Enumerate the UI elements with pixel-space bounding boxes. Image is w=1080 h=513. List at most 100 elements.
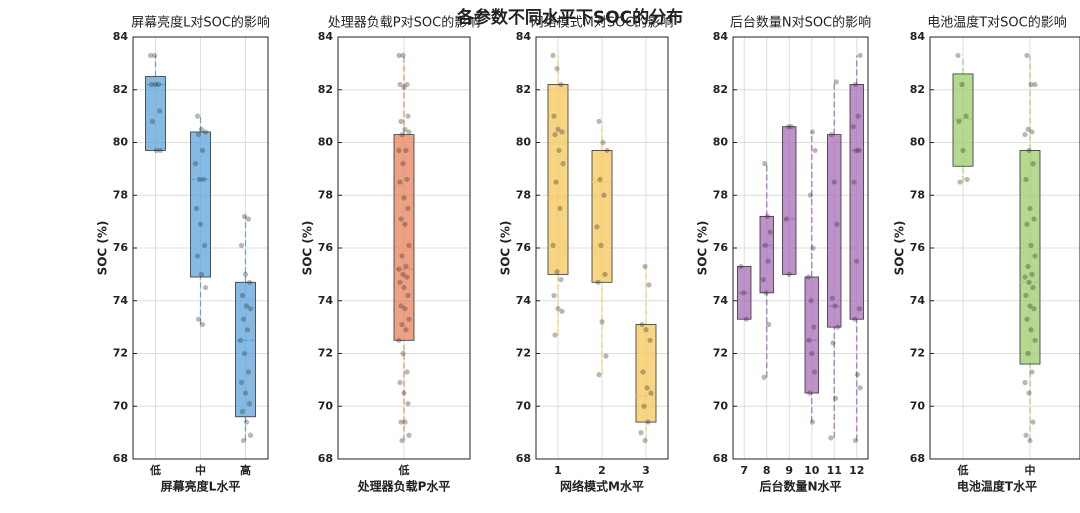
data-point [397,81,403,88]
axes-frame [732,36,869,460]
y-tick-label: 76 [910,241,926,254]
data-point [239,408,246,415]
data-point [242,390,249,396]
x-tick-label: 2 [598,464,606,477]
data-point [151,52,158,59]
data-point [959,81,965,88]
box [190,131,211,278]
data-point [1024,52,1030,59]
data-point [1028,327,1034,333]
data-point [396,52,402,59]
data-point [1030,161,1036,167]
data-point [246,279,253,285]
data-point [241,350,248,357]
data-point [766,321,772,328]
y-tick-label: 70 [713,399,729,412]
y-tick-label: 68 [910,452,925,465]
y-tick-label: 78 [713,188,728,201]
data-point [644,385,650,391]
data-point [402,126,408,132]
x-axis-label: 处理器负载P水平 [357,479,451,494]
data-point [852,81,859,88]
subplot-title: 屏幕亮度L对SOC的影响 [131,15,270,31]
data-point [550,52,556,59]
data-point [1024,221,1030,227]
data-point [596,372,602,378]
y-tick-label: 68 [713,452,728,465]
data-point [596,118,602,124]
data-point [809,129,816,135]
data-point [194,113,201,119]
data-point [1029,369,1035,375]
data-point [1022,131,1028,138]
y-tick-label: 80 [713,136,729,149]
data-point [155,81,162,88]
data-point [400,52,406,59]
data-point [1022,379,1028,386]
data-point [551,113,557,119]
figure-title: 各参数不同水平下SOC的分布 [456,7,683,28]
x-axis-label: 网络模式M水平 [560,479,644,494]
box [591,150,613,283]
data-point [399,437,405,444]
data-point [199,321,206,328]
data-point [963,113,969,119]
data-point [1029,271,1035,277]
x-axis-label: 屏幕亮度L水平 [160,479,241,494]
data-point [401,284,407,291]
data-point [399,253,405,259]
data-point [397,279,403,285]
x-tick-label: 低 [398,463,410,477]
x-tick-label: 低 [149,463,161,477]
data-point [1030,284,1036,291]
data-point [560,161,566,167]
data-point [597,176,603,183]
data-point [241,213,248,219]
data-point [405,113,411,119]
y-tick-label: 72 [713,347,728,360]
data-point [957,179,963,185]
y-tick-label: 74 [516,294,532,307]
data-point [553,179,559,185]
y-tick-label: 82 [910,83,925,96]
data-point [246,401,253,407]
data-point [401,390,407,396]
y-tick-label: 72 [113,347,128,360]
data-point [406,316,412,322]
data-point [1031,306,1037,312]
data-point [147,52,154,59]
y-tick-label: 80 [910,136,926,149]
data-point [157,147,164,154]
data-point [403,263,409,270]
data-point [646,282,652,288]
data-point [398,118,404,124]
data-point [405,205,411,212]
data-point [645,419,651,425]
x-tick-label: 高 [240,463,251,477]
data-point [640,369,646,375]
data-point [1028,242,1034,248]
data-point [852,316,858,322]
data-point [403,147,409,154]
data-point [194,253,201,259]
y-tick-label: 68 [113,452,128,465]
data-point [202,129,209,135]
data-point [402,306,408,312]
data-point [764,213,771,219]
data-point [856,306,863,312]
data-point [399,321,405,328]
data-point [1026,279,1032,285]
y-tick-label: 84 [910,30,926,43]
data-point [1025,126,1031,132]
data-point [762,242,769,248]
data-point [196,176,203,183]
data-point [834,221,840,227]
data-point [396,147,402,154]
data-point [396,266,402,272]
data-point [783,216,790,222]
data-point [149,118,156,124]
data-point [785,124,792,130]
data-point [401,84,407,90]
data-point [960,147,966,154]
y-tick-label: 72 [318,347,333,360]
